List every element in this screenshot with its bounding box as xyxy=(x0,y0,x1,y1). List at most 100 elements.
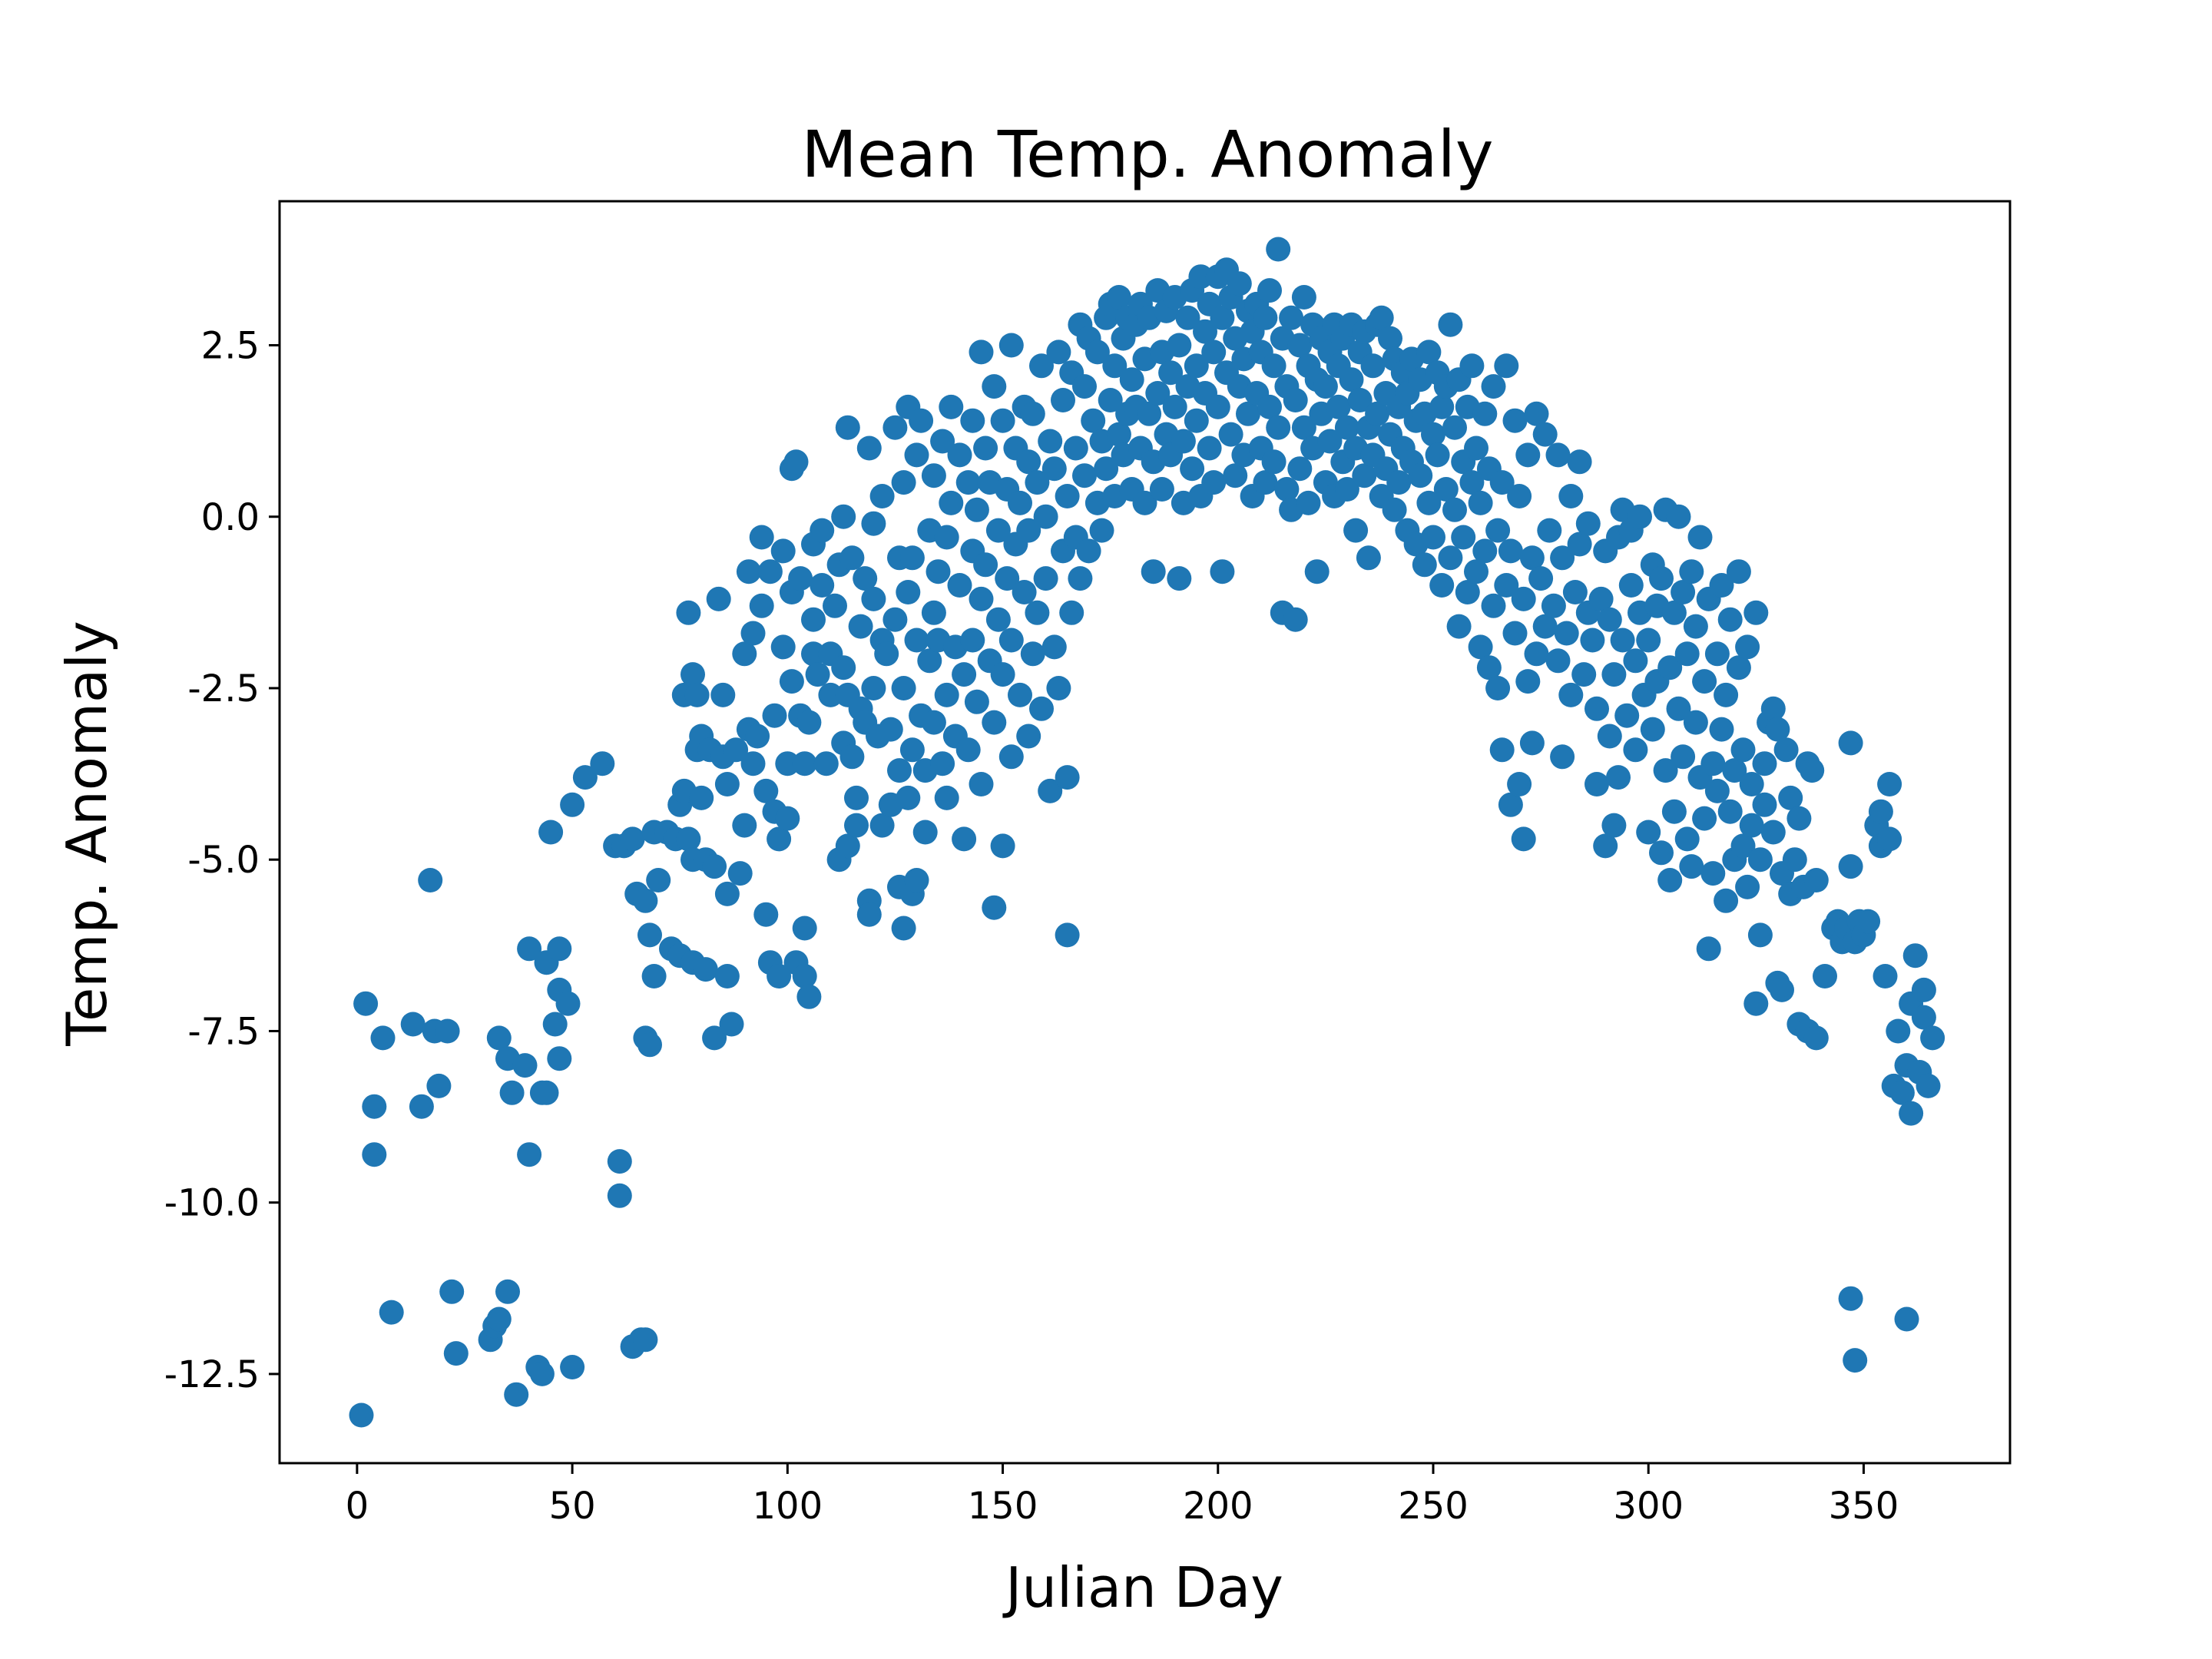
data-point xyxy=(921,710,946,735)
data-point xyxy=(1714,888,1739,913)
data-point xyxy=(1722,758,1747,783)
data-point xyxy=(1438,545,1463,571)
data-point xyxy=(542,1012,568,1037)
data-point xyxy=(1223,463,1248,488)
data-point xyxy=(1511,586,1536,611)
data-point xyxy=(1803,868,1829,892)
data-point xyxy=(1580,628,1605,653)
data-point xyxy=(767,964,792,988)
data-point xyxy=(1283,607,1308,632)
data-point xyxy=(805,662,830,687)
data-point xyxy=(1287,333,1313,358)
data-point xyxy=(676,826,701,852)
data-point xyxy=(379,1300,404,1325)
data-point xyxy=(400,1012,426,1037)
data-point xyxy=(770,538,796,564)
data-point xyxy=(904,868,929,892)
data-point xyxy=(637,1032,662,1058)
data-point xyxy=(839,744,865,770)
data-point xyxy=(1188,264,1214,290)
data-point xyxy=(1640,717,1665,742)
data-point xyxy=(1601,813,1627,838)
data-point xyxy=(982,895,1007,920)
data-point xyxy=(706,586,731,611)
data-point xyxy=(1636,820,1661,845)
data-point xyxy=(1743,991,1769,1016)
data-point xyxy=(1382,497,1407,522)
data-point xyxy=(753,902,779,927)
data-point xyxy=(1468,490,1493,515)
data-point xyxy=(1782,847,1807,873)
x-tick-label: 100 xyxy=(753,1485,823,1528)
data-point xyxy=(1803,1025,1829,1051)
data-point xyxy=(714,881,740,906)
data-point xyxy=(1838,730,1863,756)
data-point xyxy=(1476,655,1502,680)
data-point xyxy=(1671,744,1696,770)
data-point xyxy=(1601,662,1627,687)
data-point xyxy=(1515,669,1541,694)
data-point xyxy=(1274,477,1300,502)
data-point xyxy=(1760,696,1786,721)
data-point xyxy=(1326,394,1351,419)
data-point xyxy=(1033,504,1058,529)
x-tick-label: 350 xyxy=(1829,1485,1899,1528)
data-point xyxy=(891,470,916,495)
data-point xyxy=(732,641,757,667)
data-point xyxy=(1709,717,1734,742)
data-point xyxy=(714,772,740,796)
data-point xyxy=(1029,353,1054,379)
data-point xyxy=(1679,559,1704,584)
data-point xyxy=(796,984,822,1009)
data-point xyxy=(801,607,826,632)
data-point xyxy=(1029,696,1054,721)
data-point xyxy=(990,408,1015,433)
data-point xyxy=(904,442,929,468)
data-point xyxy=(1618,573,1644,598)
data-point xyxy=(1072,463,1097,488)
data-point xyxy=(439,1279,465,1304)
data-point xyxy=(443,1341,469,1366)
data-point xyxy=(555,991,581,1016)
data-point xyxy=(1438,312,1463,337)
data-point xyxy=(990,662,1015,687)
data-point xyxy=(921,600,946,625)
data-point xyxy=(1696,936,1721,962)
data-point xyxy=(1877,826,1902,852)
data-point xyxy=(1184,408,1209,433)
data-point xyxy=(1081,408,1106,433)
x-tick-label: 250 xyxy=(1398,1485,1469,1528)
data-point xyxy=(1838,1286,1863,1311)
data-point xyxy=(1162,394,1187,419)
data-point xyxy=(1889,1080,1915,1105)
data-point xyxy=(1257,394,1282,419)
data-point xyxy=(844,785,869,810)
data-point xyxy=(1253,305,1278,330)
data-point xyxy=(409,1094,434,1119)
data-point xyxy=(607,1183,632,1208)
data-point xyxy=(1041,456,1067,482)
data-point xyxy=(1657,655,1683,680)
data-point xyxy=(1511,826,1536,852)
y-tick-label: 2.5 xyxy=(201,325,260,368)
data-point xyxy=(736,559,761,584)
data-point xyxy=(1770,977,1794,1002)
data-point xyxy=(534,1080,559,1105)
data-point xyxy=(353,991,379,1016)
data-point xyxy=(1692,669,1717,694)
data-point xyxy=(499,1080,525,1105)
data-point xyxy=(1485,518,1511,543)
data-point xyxy=(727,861,753,886)
data-point xyxy=(1550,545,1575,571)
data-point xyxy=(839,545,865,571)
data-point xyxy=(745,724,770,749)
data-point xyxy=(1412,552,1437,578)
data-point xyxy=(869,484,895,508)
data-point xyxy=(1253,470,1278,495)
x-tick-label: 0 xyxy=(346,1485,369,1528)
data-point xyxy=(1046,339,1071,365)
data-point xyxy=(909,408,934,433)
data-point xyxy=(1674,641,1700,667)
data-point xyxy=(1421,525,1445,550)
data-point xyxy=(702,854,727,879)
